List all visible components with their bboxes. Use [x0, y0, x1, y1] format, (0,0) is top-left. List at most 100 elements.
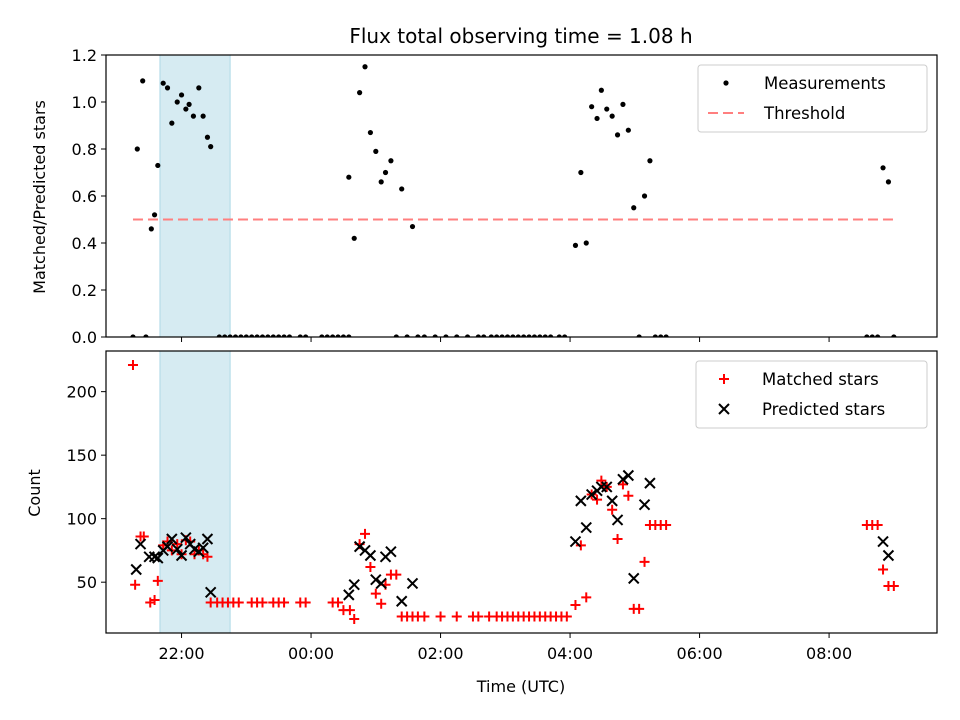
bottom-series-matched-stars-point — [435, 611, 446, 622]
top-series-measurements-point — [531, 334, 538, 337]
top-series-measurements-point — [589, 104, 595, 110]
top-series-measurements-point — [281, 334, 287, 337]
bottom-series-predicted-stars-point — [585, 488, 598, 501]
top-series-measurements-point — [548, 334, 554, 337]
top-series-measurements-point — [346, 174, 352, 180]
bottom-series-matched-stars-point — [592, 494, 603, 505]
bottom-series-matched-stars-point — [130, 579, 141, 590]
bottom-series-matched-stars-point — [391, 569, 402, 580]
top-series-measurements-point — [164, 85, 171, 91]
top-series-measurements-point — [276, 334, 282, 337]
bottom-y-tick-label: 100 — [66, 510, 97, 529]
bottom-x-tick-label: 06:00 — [677, 644, 723, 663]
top-series-measurements-point — [148, 226, 154, 232]
top-series-measurements-point — [200, 113, 206, 119]
bottom-series-predicted-stars-point — [575, 495, 587, 507]
bottom-panel: 50 100 150 200 22:00 00:00 02:00 04:00 06:00 08:0… — [66, 350, 938, 663]
bottom-series-predicted-stars-point — [370, 573, 382, 586]
top-series-measurements-point — [186, 101, 192, 107]
top-legend-box — [697, 64, 928, 133]
top-series-measurements-point — [421, 334, 427, 337]
bottom-series-matched-stars-point — [661, 520, 672, 531]
bottom-series-matched-stars-point — [561, 611, 572, 622]
top-series-measurements-point — [362, 64, 368, 70]
top-series-measurements-point — [864, 334, 870, 337]
top-series-measurements-point — [598, 87, 604, 93]
top-series-measurements-point — [270, 334, 276, 337]
bottom-series-predicted-stars-point — [611, 514, 624, 526]
top-series-measurements-point — [222, 334, 228, 337]
bottom-series-predicted-stars-point — [580, 521, 592, 534]
top-series-measurements-point — [216, 334, 222, 337]
top-y-tick-label: 1.0 — [72, 93, 97, 112]
bottom-legend-label: Predicted stars — [762, 400, 885, 419]
top-series-measurements-point — [885, 179, 892, 185]
bottom-series-matched-stars-point — [344, 605, 355, 616]
top-series-measurements-point — [227, 334, 233, 337]
top-series-measurements-point — [537, 334, 543, 337]
top-series-measurements-point — [481, 334, 487, 337]
top-series-measurements-point — [432, 334, 438, 337]
top-series-measurements-point — [254, 334, 260, 337]
bottom-series-matched-stars-point — [570, 600, 581, 611]
top-series-measurements-point — [583, 240, 589, 246]
top-series-measurements-point — [578, 169, 584, 176]
top-series-measurements-point — [404, 334, 410, 337]
bottom-legend: Matched stars Predicted stars — [695, 360, 928, 429]
bottom-x-tick-label: 22:00 — [158, 644, 204, 663]
bottom-series-matched-stars-point — [376, 598, 387, 609]
top-series-measurements-point — [658, 334, 664, 337]
top-series-measurements-point — [620, 101, 626, 107]
top-panel: 0.0 0.2 0.4 0.6 0.8 1.0 1.2 Measurements Thresho… — [72, 46, 938, 347]
bottom-series-predicted-stars-point — [882, 549, 895, 562]
bottom-series-matched-stars-point — [581, 592, 592, 603]
top-series-measurements-point — [454, 334, 460, 337]
top-series-measurements-point — [475, 334, 481, 337]
bottom-y-axis-label: Count — [25, 469, 44, 517]
top-series-measurements-point — [367, 129, 374, 136]
bottom-series-predicted-stars-point — [877, 535, 889, 548]
top-series-measurements-point — [652, 334, 658, 337]
top-series-measurements-point — [641, 193, 648, 199]
top-series-measurements-point — [393, 334, 399, 337]
bottom-series-matched-stars-point — [365, 561, 376, 572]
top-series-measurements-point — [340, 334, 347, 337]
top-series-measurements-point — [464, 334, 471, 337]
top-series-measurements-point — [562, 334, 568, 337]
top-y-tick-label: 0.4 — [72, 234, 97, 253]
bottom-series-matched-stars-point — [639, 556, 650, 567]
bottom-series-matched-stars-point — [279, 597, 290, 608]
bottom-highlight-span — [159, 351, 231, 633]
top-series-measurements-point — [378, 179, 384, 185]
bottom-series-matched-stars-point — [612, 534, 623, 544]
bottom-series-predicted-stars-point — [171, 543, 183, 555]
top-series-measurements-point — [409, 223, 416, 230]
chart-title: Flux total observing time = 1.08 h — [349, 24, 692, 48]
top-series-measurements-point — [631, 205, 637, 211]
top-series-measurements-point — [208, 144, 214, 150]
bottom-series-predicted-stars-point — [134, 538, 147, 550]
top-y-tick-label: 0.8 — [72, 140, 97, 159]
bottom-series-predicted-stars-point — [130, 563, 142, 576]
top-y-tick-label: 0.6 — [72, 187, 97, 206]
top-series-measurements-point — [178, 92, 185, 98]
top-series-measurements-point — [351, 235, 357, 241]
top-series-measurements-point — [330, 334, 336, 337]
bottom-series-matched-stars-point — [127, 359, 138, 370]
top-series-measurements-point — [604, 106, 610, 112]
top-series-measurements-point — [494, 334, 500, 337]
top-series-measurements-point — [625, 127, 631, 133]
bottom-series-predicted-stars-point — [343, 589, 355, 601]
bottom-series-matched-stars-point — [149, 594, 160, 605]
bottom-series-matched-stars-point — [888, 581, 899, 591]
bottom-series-matched-stars-point — [623, 490, 634, 501]
top-legend-label: Measurements — [764, 74, 886, 93]
top-series-measurements-point — [160, 80, 166, 86]
top-series-measurements-point — [324, 334, 330, 337]
bottom-series-predicted-stars-point — [385, 545, 397, 558]
bottom-series-predicted-stars-point — [601, 481, 613, 493]
bottom-series-matched-stars-point — [451, 611, 462, 622]
top-series-measurements-point — [388, 158, 394, 164]
top-legend-label: Threshold — [763, 104, 845, 123]
